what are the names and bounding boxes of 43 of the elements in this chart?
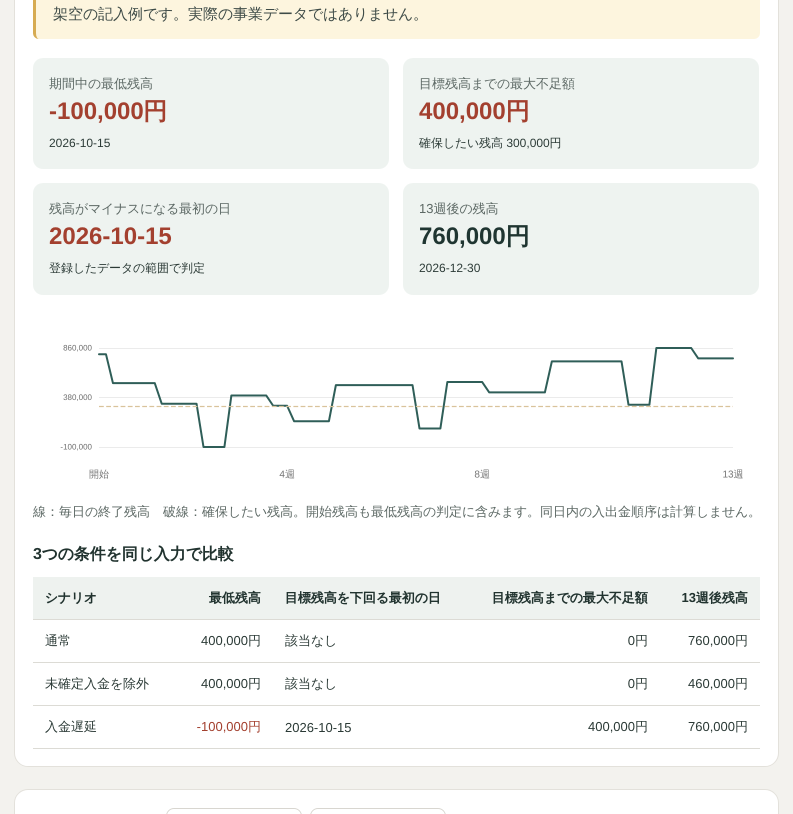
y-tick-label: 860,000 (63, 344, 93, 352)
data-label: 760,000円 (687, 718, 749, 736)
data-label: 2026-10-15 (284, 720, 352, 734)
text: 13週後の残高 (419, 200, 500, 218)
category-label: 入金遅延 (44, 718, 98, 736)
x-tick-label: 13週 (722, 470, 744, 480)
x-tick-label: 開始 (89, 470, 109, 480)
text: 線：毎日の終了残高 破線：確保したい残高。開始残高も最低残高の判定に含みます。同日内の入出金順序は計算しません。 (33, 503, 762, 521)
text: 最低残高 (208, 589, 262, 607)
x-tick-label: 4週 (279, 470, 295, 480)
text: 登録したデータの範囲で判定 (49, 260, 206, 276)
data-label: 該当なし (284, 632, 338, 650)
y-tick-label: -100,000 (60, 442, 93, 452)
data-label: 400,000円 (587, 718, 649, 736)
text: 期間中の最低残高 (49, 75, 154, 93)
text: 目標残高までの最大不足額 (419, 75, 576, 93)
text: 760,000円 (419, 223, 531, 251)
text: 目標残高までの最大不足額 (491, 589, 649, 607)
data-label: 0円 (626, 632, 649, 650)
text: 目標残高を下回る最初の日 (284, 589, 442, 607)
text: 確保したい残高 300,000円 (419, 135, 563, 151)
data-label: 400,000円 (200, 632, 262, 650)
data-label: 400,000円 (200, 675, 262, 693)
data-label: 460,000円 (687, 675, 749, 693)
category-label: 未確定入金を除外 (44, 675, 150, 693)
data-label: -100,000円 (196, 718, 262, 736)
text: 13週後残高 (680, 589, 749, 607)
text: 架空の記入例です。実際の事業データではありません。 (53, 5, 429, 25)
text: 2026-12-30 (419, 260, 482, 276)
text: 2026-10-15 (49, 223, 173, 251)
text: 2026-10-15 (49, 135, 112, 151)
data-label: 0円 (626, 675, 649, 693)
text: 400,000円 (419, 98, 531, 126)
text: シナリオ (44, 589, 98, 607)
text: -100,000円 (49, 98, 169, 126)
y-tick-label: 380,000 (63, 393, 93, 402)
data-label: 760,000円 (687, 632, 749, 650)
text: 残高がマイナスになる最初の日 (49, 200, 232, 218)
category-label: 通常 (44, 632, 72, 650)
text: 3つの条件を同じ入力で比較 (33, 544, 234, 565)
line-series (98, 347, 734, 448)
x-tick-label: 8週 (474, 470, 490, 480)
data-label: 該当なし (284, 675, 338, 693)
